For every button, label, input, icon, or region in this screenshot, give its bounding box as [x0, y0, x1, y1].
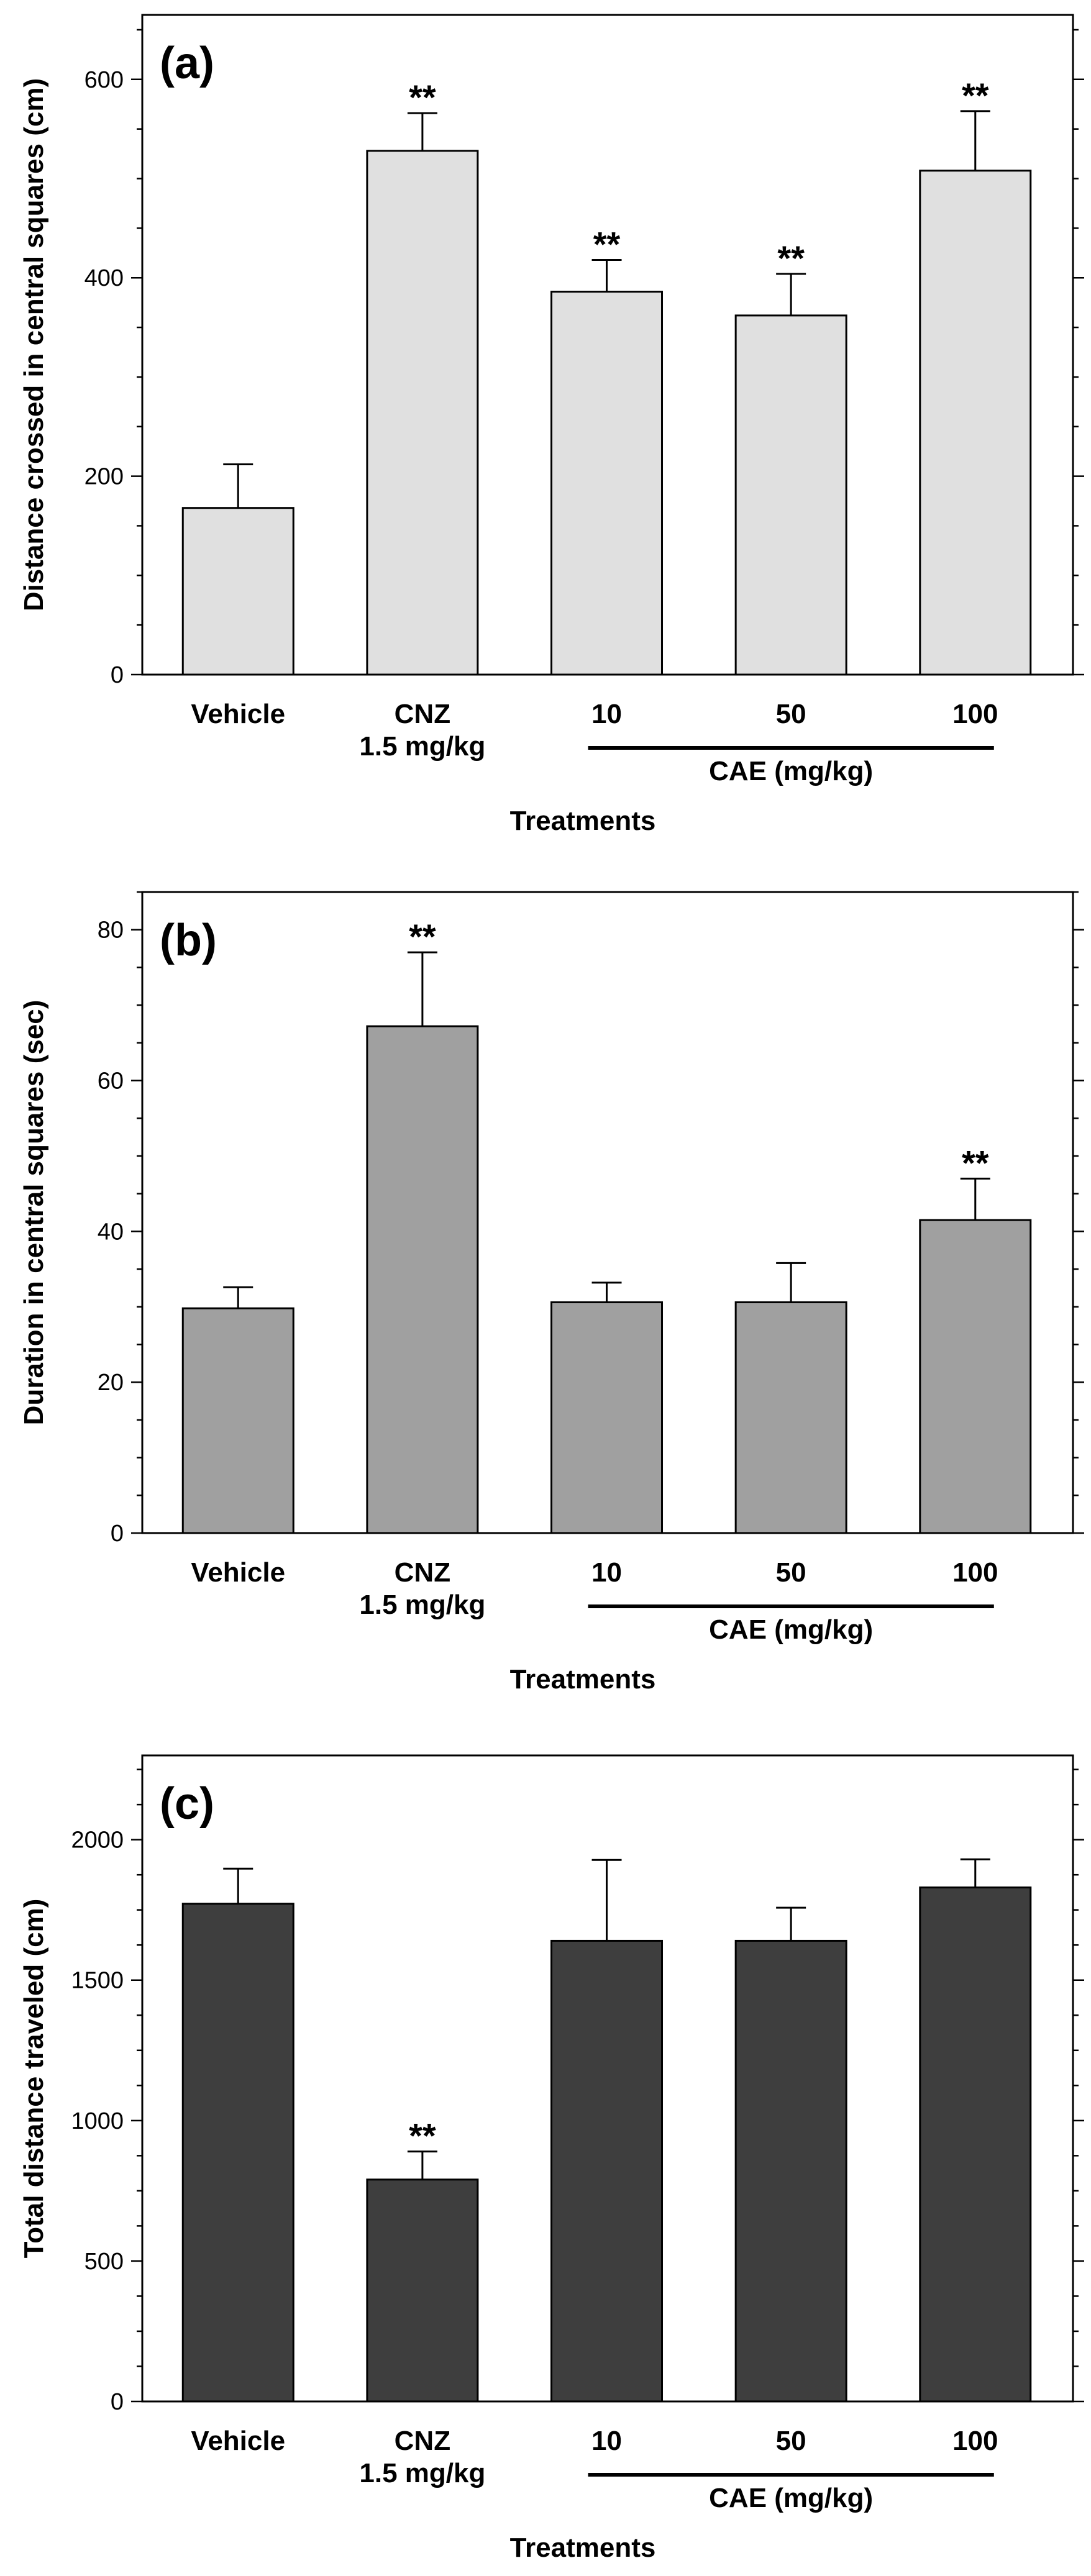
y-tick-label: 80 — [98, 917, 124, 944]
bar — [734, 314, 847, 676]
x-category-label-line: 100 — [952, 2426, 998, 2456]
x-category-label: 10 — [591, 699, 622, 729]
y-tick-label: 60 — [98, 1068, 124, 1095]
panel-label: (a) — [160, 39, 214, 88]
x-category-label: CNZ 1.5 mg/kg — [359, 699, 485, 762]
x-category-label: 50 — [776, 1557, 806, 1588]
x-category-label: CNZ 1.5 mg/kg — [359, 2426, 485, 2488]
bar — [550, 1301, 664, 1534]
x-category-label-line: 100 — [952, 1557, 998, 1588]
significance-marker: ** — [593, 224, 621, 263]
chart-panel-a: 0 200 400 600 Vehicle ** CNZ 1.5 mg/kg ** 10 ** 50 *… — [19, 14, 1084, 836]
y-tick-label: 0 — [111, 1521, 124, 1547]
x-axis-title: Treatments — [510, 1664, 656, 1695]
x-category-label-line: 10 — [591, 1557, 622, 1588]
x-category-label-line: 1.5 mg/kg — [359, 1590, 485, 1620]
x-axis-title: Treatments — [510, 2533, 656, 2563]
bar — [734, 1939, 847, 2403]
y-tick-label: 40 — [98, 1219, 124, 1245]
bar — [550, 1939, 664, 2403]
y-tick-label: 1000 — [71, 2108, 124, 2134]
y-tick-label: 0 — [111, 662, 124, 688]
significance-marker: ** — [409, 2116, 436, 2155]
y-tick-label: 2000 — [71, 1827, 124, 1854]
chart-panel-c: 0 500 1000 1500 2000 Vehicle ** CNZ 1.5 mg/kg 10 5… — [19, 1754, 1084, 2563]
bar — [919, 1219, 1032, 1534]
x-category-label-line: Vehicle — [191, 1557, 285, 1588]
bar — [734, 1301, 847, 1534]
bar — [919, 1886, 1032, 2403]
bar — [919, 170, 1032, 676]
x-category-label-line: Vehicle — [191, 699, 285, 729]
x-category-label: Vehicle — [191, 699, 285, 729]
x-category-label: 50 — [776, 699, 806, 729]
x-category-label: 10 — [591, 2426, 622, 2456]
x-category-label-line: 50 — [776, 699, 806, 729]
x-category-label: 100 — [952, 699, 998, 729]
bar — [550, 291, 664, 676]
x-category-label-line: CNZ — [395, 1557, 450, 1588]
bar — [366, 150, 479, 676]
x-category-label-line: CNZ — [395, 2426, 450, 2456]
x-category-label-line: 100 — [952, 699, 998, 729]
y-tick-label: 500 — [84, 2249, 124, 2275]
y-tick-label: 200 — [84, 464, 124, 490]
bar — [366, 1025, 479, 1534]
bar — [181, 1903, 294, 2403]
bar — [366, 2178, 479, 2403]
x-category-label-line: Vehicle — [191, 2426, 285, 2456]
x-category-label: 100 — [952, 1557, 998, 1588]
bar — [181, 1307, 294, 1534]
y-tick-label: 20 — [98, 1370, 124, 1396]
x-category-label: 100 — [952, 2426, 998, 2456]
y-tick-label: 0 — [111, 2389, 124, 2415]
chart-panel-b: 0 20 40 60 80 Vehicle ** CNZ 1.5 mg/kg 10 50 ** 100 C… — [19, 891, 1084, 1695]
significance-marker: ** — [777, 239, 805, 278]
y-tick-label: 400 — [84, 265, 124, 291]
x-category-label-line: 1.5 mg/kg — [359, 2458, 485, 2488]
group-label: CAE (mg/kg) — [709, 2483, 873, 2513]
y-tick-label: 1500 — [71, 1968, 124, 1994]
x-category-label-line: 10 — [591, 2426, 622, 2456]
x-axis-title: Treatments — [510, 806, 656, 836]
panel-label: (b) — [160, 916, 217, 965]
y-axis-title: Duration in central squares (sec) — [19, 1000, 49, 1426]
significance-marker: ** — [962, 1143, 989, 1182]
significance-marker: ** — [409, 78, 436, 117]
y-tick-label: 600 — [84, 67, 124, 93]
bar — [181, 507, 294, 676]
group-label: CAE (mg/kg) — [709, 1614, 873, 1645]
x-category-label: 10 — [591, 1557, 622, 1588]
x-category-label: Vehicle — [191, 2426, 285, 2456]
x-category-label-line: CNZ — [395, 699, 450, 729]
y-axis-title: Total distance traveled (cm) — [19, 1899, 49, 2259]
x-category-label: Vehicle — [191, 1557, 285, 1588]
x-category-label-line: 50 — [776, 1557, 806, 1588]
x-category-label-line: 1.5 mg/kg — [359, 731, 485, 762]
significance-marker: ** — [962, 76, 989, 115]
panel-label: (c) — [160, 1779, 214, 1829]
group-label: CAE (mg/kg) — [709, 756, 873, 786]
y-axis-title: Distance crossed in central squares (cm) — [19, 78, 49, 611]
significance-marker: ** — [409, 917, 436, 956]
x-category-label: CNZ 1.5 mg/kg — [359, 1557, 485, 1620]
x-category-label: 50 — [776, 2426, 806, 2456]
x-category-label-line: 10 — [591, 699, 622, 729]
x-category-label-line: 50 — [776, 2426, 806, 2456]
